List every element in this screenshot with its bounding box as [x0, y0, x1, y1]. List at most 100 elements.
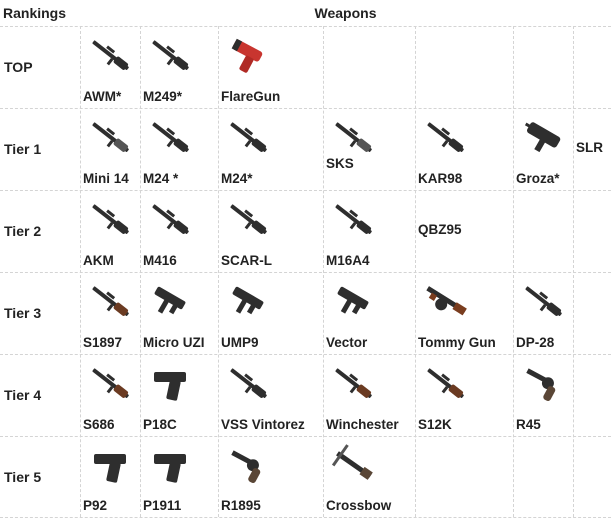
lever-rifle-icon: [329, 360, 377, 408]
weapon-name: S686: [83, 417, 115, 432]
row-divider: [0, 26, 611, 27]
weapon-name: Groza*: [516, 171, 560, 186]
weapon-name: DP-28: [516, 335, 555, 350]
weapon-name: Crossbow: [326, 498, 392, 513]
weapon-name: VSS Vintorez: [221, 417, 305, 432]
pistol-icon: [146, 442, 194, 490]
weapon-cell: S686: [80, 354, 140, 436]
weapons-header: Weapons: [314, 5, 377, 21]
assault-rifle-icon: [224, 196, 272, 244]
weapon-name: R1895: [221, 498, 261, 513]
weapon-cell: S12K: [415, 354, 513, 436]
weapon-name: FlareGun: [221, 89, 281, 104]
sniper-rifle-icon: [224, 114, 272, 162]
weapon-name: SLR: [576, 140, 603, 155]
tommy-gun-icon: [421, 278, 469, 326]
weapon-name: SKS: [326, 156, 354, 171]
weapon-cell: Crossbow: [323, 436, 415, 517]
weapon-name: M416: [143, 253, 177, 268]
pistol-icon: [146, 360, 194, 408]
weapon-cell: DP-28: [513, 272, 573, 354]
row-divider: [0, 272, 611, 273]
weapon-cell: Winchester: [323, 354, 415, 436]
weapon-name: Tommy Gun: [418, 335, 496, 350]
weapon-name: SCAR-L: [221, 253, 272, 268]
smg-icon: [146, 278, 194, 326]
weapon-cell: Micro UZI: [140, 272, 218, 354]
shotgun-icon: [421, 360, 469, 408]
weapon-name: M249*: [143, 89, 183, 104]
weapon-cell: UMP9: [218, 272, 323, 354]
assault-rifle-icon: [329, 196, 377, 244]
weapon-name: Vector: [326, 335, 368, 350]
weapon-name: KAR98: [418, 171, 463, 186]
weapon-cell: SCAR-L: [218, 190, 323, 272]
weapon-name: M24 *: [143, 171, 179, 186]
weapon-name: S12K: [418, 417, 452, 432]
weapon-cell: R45: [513, 354, 573, 436]
weapon-cell: Tommy Gun: [415, 272, 513, 354]
flare-gun-icon: [224, 32, 272, 80]
double-barrel-shotgun-icon: [86, 360, 134, 408]
row-divider: [0, 354, 611, 355]
weapon-name: R45: [516, 417, 541, 432]
row-divider: [0, 436, 611, 437]
weapon-cell: AWM*: [80, 26, 140, 108]
weapon-cell: R1895: [218, 436, 323, 517]
tier-label: TOP: [4, 59, 33, 75]
tier-label: Tier 2: [4, 223, 42, 239]
weapon-cell: FlareGun: [218, 26, 323, 108]
weapon-cell: M416: [140, 190, 218, 272]
weapon-cell: P1911: [140, 436, 218, 517]
weapon-name: P1911: [143, 498, 182, 513]
tier-label: Tier 1: [4, 141, 42, 157]
weapon-name: Winchester: [326, 417, 399, 432]
weapon-cell: S1897: [80, 272, 140, 354]
shotgun-icon: [86, 278, 134, 326]
dmr-icon: [329, 114, 377, 162]
weapon-name: Micro UZI: [143, 335, 205, 350]
tier-label: Tier 4: [4, 387, 42, 403]
weapon-name: M24*: [221, 171, 253, 186]
smg-icon: [329, 278, 377, 326]
sniper-rifle-icon: [86, 32, 134, 80]
bolt-rifle-icon: [421, 114, 469, 162]
assault-rifle-icon: [146, 196, 194, 244]
rankings-header: Rankings: [3, 5, 67, 21]
sniper-rifle-icon: [146, 114, 194, 162]
weapon-cell: SKS: [323, 108, 415, 190]
weapon-cell: Mini 14: [80, 108, 140, 190]
weapon-cell: SLR: [573, 108, 611, 190]
weapon-cell: Groza*: [513, 108, 573, 190]
column-divider: [323, 26, 324, 517]
weapon-cell: M24*: [218, 108, 323, 190]
dmr-icon: [86, 114, 134, 162]
crossbow-icon: [329, 442, 377, 490]
tier-label: Tier 5: [4, 468, 42, 485]
weapon-cell: P92: [80, 436, 140, 517]
column-divider: [218, 26, 219, 517]
weapon-cell: KAR98: [415, 108, 513, 190]
weapon-cell: VSS Vintorez: [218, 354, 323, 436]
tier-label: Tier 3: [4, 305, 42, 321]
weapon-name: Mini 14: [83, 171, 129, 186]
smg-icon: [224, 278, 272, 326]
pistol-icon: [86, 442, 134, 490]
assault-rifle-icon: [86, 196, 134, 244]
row-divider: [0, 108, 611, 109]
light-machine-gun-icon: [519, 278, 567, 326]
weapon-name: QBZ95: [418, 222, 462, 237]
column-divider: [140, 26, 141, 517]
revolver-icon: [224, 442, 272, 490]
column-divider: [573, 26, 574, 517]
weapon-cell: M249*: [140, 26, 218, 108]
weapon-name: AKM: [83, 253, 114, 268]
weapon-name: P18C: [143, 417, 177, 432]
row-divider: [0, 190, 611, 191]
weapon-name: AWM*: [83, 89, 122, 104]
weapon-name: S1897: [83, 335, 123, 350]
sniper-rifle-icon: [224, 360, 272, 408]
column-divider: [80, 26, 81, 517]
weapon-cell: Vector: [323, 272, 415, 354]
